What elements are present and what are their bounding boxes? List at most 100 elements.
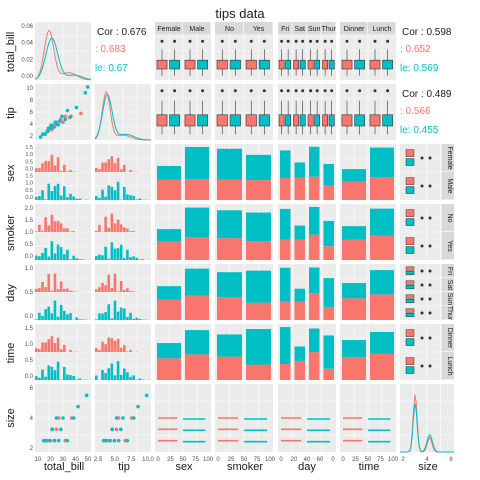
hist-bar-male (44, 247, 47, 260)
y-tick-label: 1.0 (25, 181, 33, 187)
stacked-bar-male (157, 343, 181, 359)
hist-bar-female (53, 165, 57, 172)
hist-bar-female (107, 274, 111, 292)
hist-bar-female (95, 230, 98, 232)
x-variable-label: size (418, 461, 438, 473)
size-point-male (61, 416, 65, 420)
hist-bar-male (41, 190, 44, 200)
hist-bar-female (69, 290, 72, 292)
size-box-female (405, 357, 415, 365)
hist-bar-male (116, 361, 120, 380)
hist-bar-female (107, 159, 111, 172)
hist-bar-male (101, 189, 104, 200)
stacked-bar-female (217, 356, 242, 380)
boxplot-outlier (286, 89, 290, 93)
stacked-bar-female (294, 360, 305, 380)
boxplot-box (322, 59, 329, 70)
y-variable-label: total_bill (5, 32, 17, 72)
hist-bar-male (129, 195, 132, 200)
hist-bar-male (110, 318, 114, 320)
size-box-male (405, 158, 415, 166)
side-strip-time-Dinner (442, 324, 454, 351)
hist-bar-female (129, 169, 132, 172)
hist-bar-female (47, 161, 51, 172)
size-point-male (110, 427, 115, 432)
stacked-bar-female (280, 239, 291, 260)
boxplot-outlier (330, 39, 334, 43)
hist-bar-male (38, 196, 41, 200)
y-tick-label: 0.5 (25, 159, 33, 165)
side-strip-day-Thur (442, 306, 454, 319)
hist-bar-female (123, 227, 126, 232)
boxplot-outlier (286, 39, 290, 43)
boxplot-box (278, 114, 285, 127)
stacked-bar-male (217, 334, 242, 357)
hist-bar-female (44, 342, 47, 352)
boxplot-box (299, 114, 306, 127)
boxplot-outlier (373, 89, 377, 93)
stacked-bar-female (323, 307, 334, 320)
hist-bar-female (113, 223, 117, 232)
side-strip-label: Yes (446, 240, 453, 252)
hist-bar-male (38, 312, 41, 320)
hist-bar-female (44, 160, 47, 172)
boxplot-box (216, 59, 228, 70)
hist-bar-male (35, 376, 38, 380)
strip-label: Female (157, 26, 180, 33)
size-outlier (428, 216, 432, 220)
hist-bar-male (110, 363, 114, 380)
hist-bar-female (50, 214, 54, 232)
size-outlier (420, 364, 424, 368)
boxplot-outlier (233, 89, 237, 93)
boxplot-box (197, 114, 208, 127)
boxplot-box (299, 59, 306, 70)
size-box-male (405, 366, 415, 374)
hist-bar-male (56, 183, 60, 200)
y-tick-label: 0.04 (21, 41, 33, 47)
hist-bar-female (119, 169, 123, 172)
hist-bar-male (132, 375, 135, 380)
stacked-bar-male (294, 288, 305, 302)
size-point-female (114, 427, 119, 432)
size-point-male (50, 427, 55, 432)
x-tick-label: 20 (291, 457, 298, 463)
x-tick-label: 100 (203, 457, 214, 463)
hist-bar-female (53, 343, 57, 352)
hist-bar-female (72, 231, 75, 232)
correlation-male: le: 0.569 (400, 63, 439, 74)
density-total-bill (34, 37, 92, 80)
strip-smoker-No (215, 22, 243, 34)
hist-bar-female (69, 349, 72, 352)
size-box-male (405, 271, 415, 276)
stacked-bar-female (323, 185, 334, 200)
stacked-bar-male (246, 270, 271, 303)
stacked-bar-male (246, 329, 271, 365)
hist-bar-male (63, 186, 66, 200)
hist-bar-female (59, 349, 63, 352)
x-tick-label: 75 (254, 457, 261, 463)
hist-bar-male (44, 199, 47, 200)
panel-0-1 (95, 22, 151, 80)
x-tick-label: 75 (377, 457, 384, 463)
strip-label: Sat (294, 26, 305, 33)
x-tick-label: 25 (167, 457, 174, 463)
boxplot-box (382, 114, 393, 127)
boxplot-outlier (220, 39, 224, 43)
hist-bar-male (107, 185, 111, 200)
hist-bar-male (78, 259, 82, 260)
hist-bar-female (119, 224, 123, 232)
hist-bar-female (113, 273, 117, 292)
hist-bar-female (104, 216, 107, 232)
size-point-male (103, 438, 108, 443)
stacked-bar-male (294, 225, 305, 240)
hist-bar-female (35, 288, 38, 292)
scatter-point-male (45, 129, 50, 133)
stacked-bar-female (294, 177, 305, 200)
stacked-bar-male (309, 267, 320, 294)
boxplot-outlier (160, 39, 164, 43)
boxplot-box (216, 114, 228, 127)
stacked-bar-female (342, 181, 366, 200)
hist-bar-male (95, 375, 98, 380)
hist-bar-female (38, 349, 41, 352)
